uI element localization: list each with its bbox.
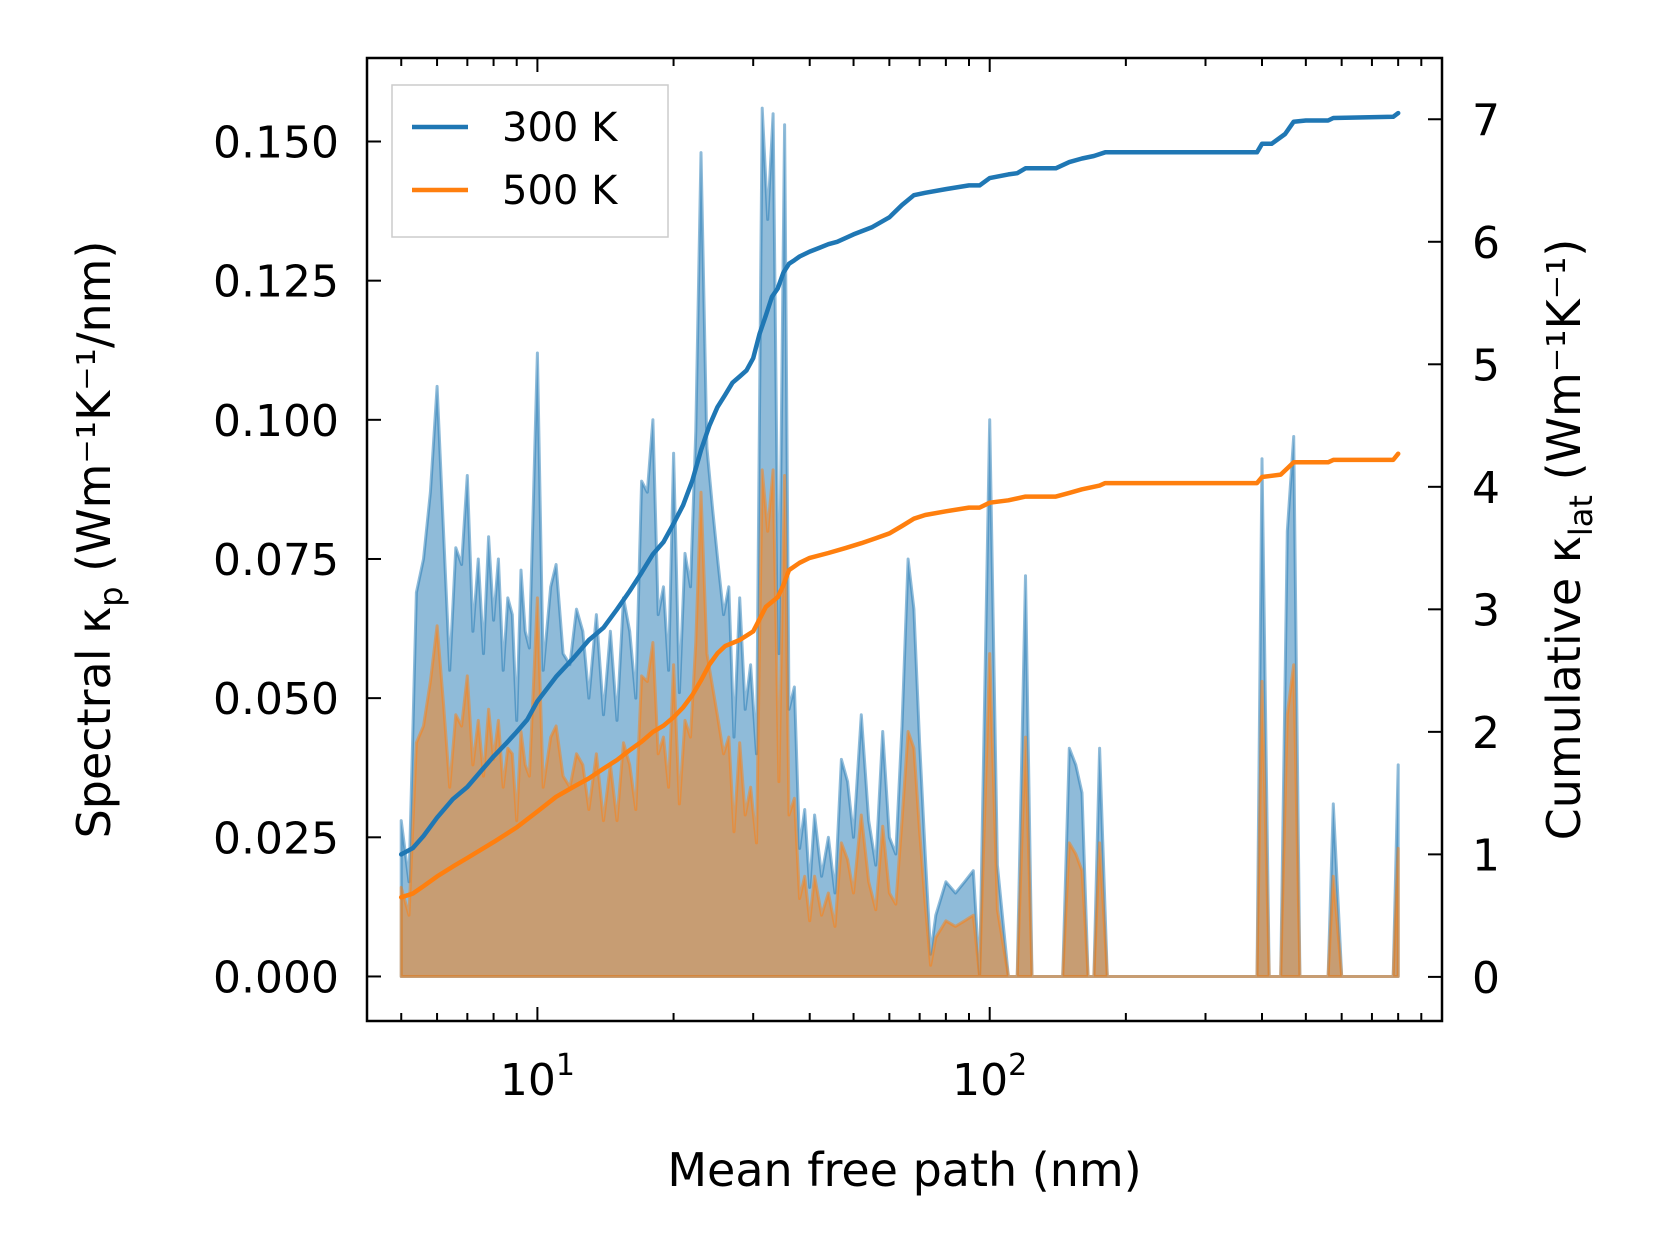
y-left-axis-title: Spectral κp (Wm⁻¹K⁻¹/nm)	[67, 241, 130, 839]
cumulative-lines	[398, 110, 1401, 900]
x-tick-label-base: 10	[952, 1055, 1008, 1106]
y-left-axis-title-subscript: p	[92, 586, 130, 606]
x-tick-label: 102	[952, 1048, 1027, 1106]
y-right-tick-label: 3	[1472, 585, 1500, 636]
y-right-axis-title-main: Cumulative κ	[1537, 536, 1591, 840]
y-right-axis-title-units: (Wm⁻¹K⁻¹)	[1537, 239, 1591, 495]
y-right-axis-title-subscript: lat	[1562, 495, 1600, 536]
y-left-tick-label: 0.125	[213, 257, 339, 308]
legend: 300 K 500 K	[391, 84, 669, 238]
x-tick-label-base: 10	[500, 1055, 556, 1106]
y-right-tick-label: 2	[1472, 708, 1500, 759]
y-left-tick-label: 0.000	[213, 952, 339, 1003]
y-right-tick-label: 6	[1472, 218, 1500, 269]
x-tick-label-exponent: 2	[1008, 1048, 1027, 1083]
x-tick-label: 101	[500, 1048, 575, 1106]
plot-frame	[365, 56, 1444, 1023]
y-left-tick-label: 0.025	[213, 813, 339, 864]
spectral-fills	[399, 106, 1400, 978]
y-right-axis-title: Cumulative κlat (Wm⁻¹K⁻¹)	[1537, 239, 1600, 841]
cumulative-line-500k	[398, 451, 1401, 900]
y-left-axis-title-main: Spectral κ	[67, 607, 121, 839]
y-right-tick-label: 1	[1472, 830, 1500, 881]
y-right-tick-label: 0	[1472, 953, 1500, 1004]
y-right-tick-label: 4	[1472, 463, 1500, 514]
x-axis-title: Mean free path (nm)	[667, 1143, 1141, 1197]
y-left-tick-label: 0.075	[213, 535, 339, 586]
y-left-tick-label: 0.100	[213, 396, 339, 447]
x-tick-label-exponent: 1	[556, 1048, 575, 1083]
legend-label: 300 K	[502, 105, 619, 151]
spectral-area-500k	[399, 468, 1400, 978]
y-left-tick-label: 0.050	[213, 674, 339, 725]
y-left-axis-title-units: (Wm⁻¹K⁻¹/nm)	[67, 241, 121, 587]
y-left-tick-label: 0.150	[213, 117, 339, 168]
y-right-tick-label: 7	[1472, 95, 1500, 146]
y-right-tick-label: 5	[1472, 340, 1500, 391]
legend-label: 500 K	[502, 168, 619, 214]
cumulative-line-300k	[398, 110, 1401, 857]
axes: 101 1020.0000.0250.0500.0750.1000.1250.15…	[67, 56, 1600, 1197]
legend-box	[391, 84, 669, 238]
